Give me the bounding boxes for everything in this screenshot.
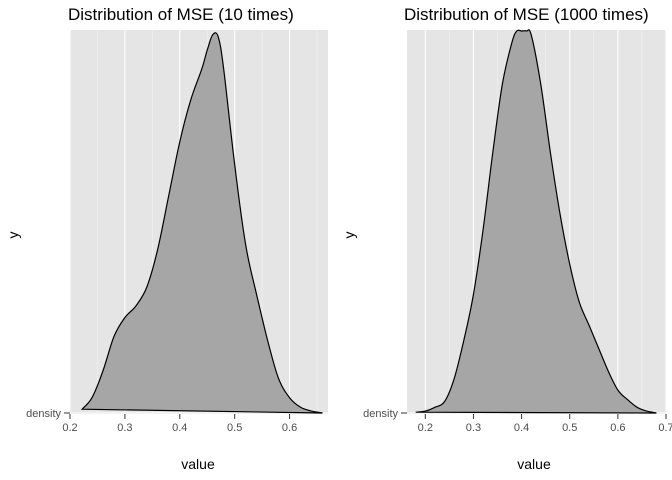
x-tick-label: 0.3: [117, 422, 132, 434]
x-axis-title-right: value: [517, 456, 551, 472]
x-axis-left: 0.2 0.3 0.4 0.5 0.6: [62, 414, 297, 434]
x-tick-label: 0.5: [227, 422, 242, 434]
x-tick-label: 0.3: [466, 422, 481, 434]
chart-panel-right: Distribution of MSE (1000 times) 0.2 0.3 0…: [341, 5, 672, 472]
y-category-label-right: density: [363, 408, 398, 420]
x-tick-label: 0.2: [62, 422, 77, 434]
x-tick-label: 0.5: [562, 422, 577, 434]
x-tick-label: 0.6: [610, 422, 625, 434]
x-tick-label: 0.4: [172, 422, 187, 434]
x-axis-right: 0.2 0.3 0.4 0.5 0.6 0.7: [418, 414, 672, 434]
chart-title-left: Distribution of MSE (10 times): [68, 5, 294, 24]
y-axis-title-left: y: [5, 232, 21, 239]
density-area-right: [415, 29, 657, 414]
density-area-left: [80, 32, 323, 414]
x-tick-label: 0.4: [514, 422, 529, 434]
chart-title-right: Distribution of MSE (1000 times): [404, 5, 649, 24]
y-category-label-left: density: [26, 408, 61, 420]
chart-panel-left: Distribution of MSE (10 times) 0.2 0.3 0.4…: [5, 5, 328, 472]
y-axis-title-right: y: [341, 232, 357, 239]
x-tick-label: 0.6: [282, 422, 297, 434]
x-tick-label: 0.2: [418, 422, 433, 434]
x-axis-title-left: value: [181, 456, 215, 472]
x-tick-label: 0.7: [658, 422, 672, 434]
